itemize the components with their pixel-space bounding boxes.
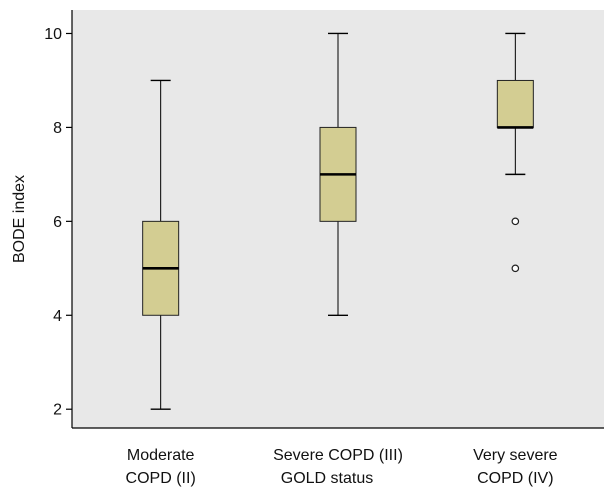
x-category-label: Very severe [473, 447, 558, 464]
y-tick-label: 2 [53, 402, 62, 419]
y-tick-label: 10 [44, 26, 62, 43]
box-group-3 [496, 32, 534, 273]
outlier-point [511, 217, 520, 226]
boxes-group [142, 32, 534, 410]
y-axis-ticks: 2 4 6 8 10 [44, 26, 72, 419]
box-iqr [496, 79, 534, 128]
y-tick-label: 6 [53, 214, 62, 231]
y-tick-label: 8 [53, 120, 62, 137]
outlier-point [511, 264, 520, 273]
box-group-2 [319, 32, 357, 316]
x-category-label: COPD (IV) [477, 470, 553, 487]
x-category-label: Moderate [127, 447, 195, 464]
y-axis-title: BODE index [11, 175, 28, 263]
box-group-1 [142, 79, 180, 410]
x-category-label: Severe COPD (III) [273, 447, 403, 464]
x-axis-title: GOLD status [281, 470, 373, 487]
x-axis-category-labels: Moderate COPD (II) Severe COPD (III) Very s… [126, 447, 558, 487]
y-tick-label: 4 [53, 308, 62, 325]
x-category-label: COPD (II) [126, 470, 196, 487]
